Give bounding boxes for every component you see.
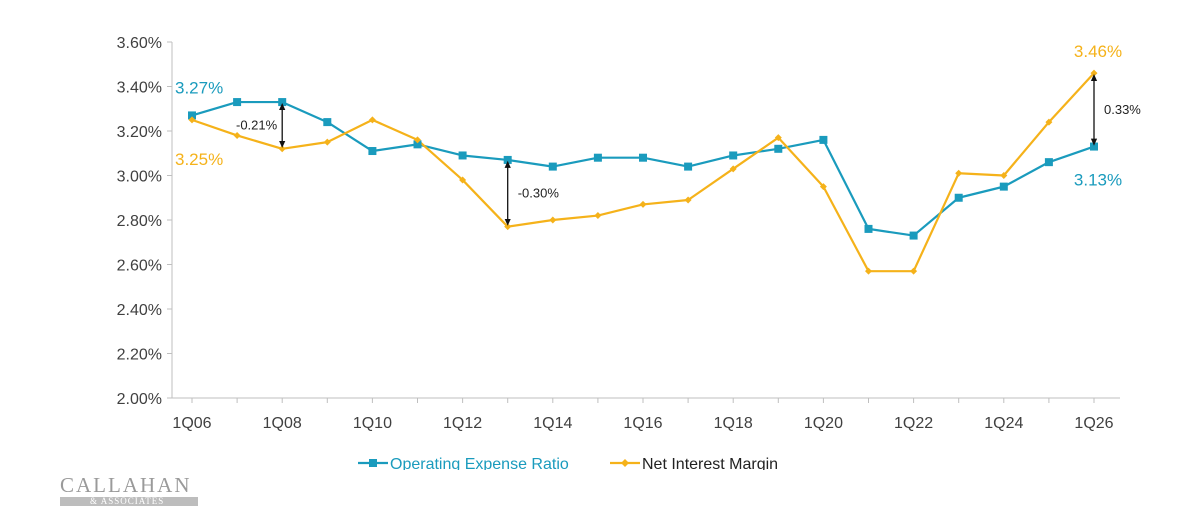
- point-nim-marker: [414, 136, 421, 144]
- point-opex-marker: [503, 155, 512, 164]
- point-nim-marker: [819, 183, 827, 191]
- y-tick-label: 2.40%: [117, 302, 162, 319]
- callahan-logo: CALLAHAN & ASSOCIATES: [60, 474, 200, 508]
- y-axis-ticks: 2.00% 2.20% 2.40% 2.60% 2.80% 3.00% 3.20% 3.40%…: [117, 35, 172, 408]
- point-opex-marker: [774, 144, 783, 153]
- x-tick-label: 1Q20: [804, 415, 843, 432]
- x-tick-label: 1Q24: [984, 415, 1023, 432]
- x-tick-label: 1Q08: [263, 415, 302, 432]
- legend-marker: [369, 459, 377, 467]
- point-opex-marker: [729, 151, 738, 160]
- point-nim-marker: [774, 134, 782, 142]
- point-opex-marker: [1090, 142, 1098, 151]
- point-opex-marker: [593, 153, 602, 162]
- gap-label: -0.21%: [236, 117, 278, 132]
- legend-label: Operating Expense Ratio: [390, 456, 569, 470]
- point-opex-marker: [368, 147, 377, 156]
- point-opex-marker: [323, 118, 332, 127]
- y-tick-label: 3.60%: [117, 35, 162, 52]
- legend-marker: [621, 459, 629, 467]
- x-tick-label: 1Q14: [533, 415, 572, 432]
- line-chart: 2.00% 2.20% 2.40% 2.60% 2.80% 3.00% 3.20% 3.40%…: [117, 35, 1142, 470]
- value-label: 3.13%: [1074, 171, 1122, 190]
- x-axis-ticks: 1Q06 1Q08 1Q10 1Q12 1Q14 1Q16 1Q18 1Q20 1Q22 1Q24…: [172, 398, 1114, 432]
- value-label: 3.27%: [175, 78, 223, 97]
- point-nim-marker: [865, 267, 872, 275]
- y-tick-label: 2.60%: [117, 258, 162, 275]
- point-nim-marker: [368, 116, 376, 124]
- point-nim-marker: [955, 169, 963, 177]
- point-opex-marker: [233, 98, 242, 107]
- point-opex-marker: [909, 231, 918, 240]
- gap-annotations: -0.21% -0.30% 0.33%: [236, 74, 1141, 226]
- point-opex-marker: [954, 193, 963, 202]
- point-nim-marker: [639, 200, 647, 208]
- point-opex-marker: [684, 162, 693, 171]
- x-tick-label: 1Q18: [714, 415, 753, 432]
- point-nim-marker: [729, 165, 737, 173]
- chart-axes: [171, 42, 1120, 399]
- point-nim-marker: [233, 131, 241, 139]
- point-opex-marker: [864, 224, 873, 233]
- point-opex-marker: [458, 151, 467, 160]
- point-nim-marker: [910, 267, 918, 275]
- y-tick-label: 3.40%: [117, 80, 162, 97]
- x-tick-label: 1Q26: [1074, 415, 1113, 432]
- point-opex-marker: [188, 111, 196, 120]
- point-opex-marker: [1044, 158, 1053, 167]
- point-opex-marker: [999, 182, 1008, 191]
- logo-bar: [60, 497, 198, 506]
- x-tick-label: 1Q22: [894, 415, 933, 432]
- point-opex-marker: [819, 135, 828, 144]
- point-opex-marker: [639, 153, 647, 162]
- point-nim-marker: [1000, 172, 1008, 179]
- point-nim-marker: [1045, 118, 1053, 126]
- y-tick-label: 3.20%: [117, 124, 162, 141]
- point-opex-marker: [278, 98, 287, 107]
- point-nim-marker: [594, 212, 602, 220]
- point-nim-marker: [459, 176, 467, 184]
- legend-label: Net Interest Margin: [642, 456, 778, 470]
- gap-label: 0.33%: [1104, 102, 1141, 117]
- x-tick-label: 1Q06: [172, 415, 211, 432]
- end-value-labels: 3.27% 3.25% 3.46% 3.13%: [175, 42, 1122, 189]
- x-tick-label: 1Q16: [623, 415, 662, 432]
- point-nim-marker: [549, 216, 557, 224]
- y-tick-label: 2.20%: [117, 347, 162, 364]
- series-markers: [188, 69, 1098, 275]
- point-nim-marker: [188, 116, 196, 124]
- legend: Operating Expense Ratio Net Interest Marg…: [358, 456, 778, 470]
- point-opex-marker: [413, 140, 422, 149]
- logo-subtext: & ASSOCIATES: [90, 496, 165, 506]
- point-nim-marker: [684, 196, 692, 204]
- gap-label: -0.30%: [518, 185, 560, 200]
- x-tick-label: 1Q10: [353, 415, 392, 432]
- x-tick-label: 1Q12: [443, 415, 482, 432]
- y-tick-label: 2.00%: [117, 391, 162, 408]
- point-opex-marker: [548, 162, 557, 171]
- point-nim-marker: [323, 138, 331, 146]
- value-label: 3.25%: [175, 150, 223, 169]
- point-nim-marker: [278, 145, 286, 153]
- y-tick-label: 3.00%: [117, 169, 162, 186]
- logo-wordmark: CALLAHAN: [60, 473, 192, 497]
- value-label: 3.46%: [1074, 42, 1122, 61]
- y-tick-label: 2.80%: [117, 213, 162, 230]
